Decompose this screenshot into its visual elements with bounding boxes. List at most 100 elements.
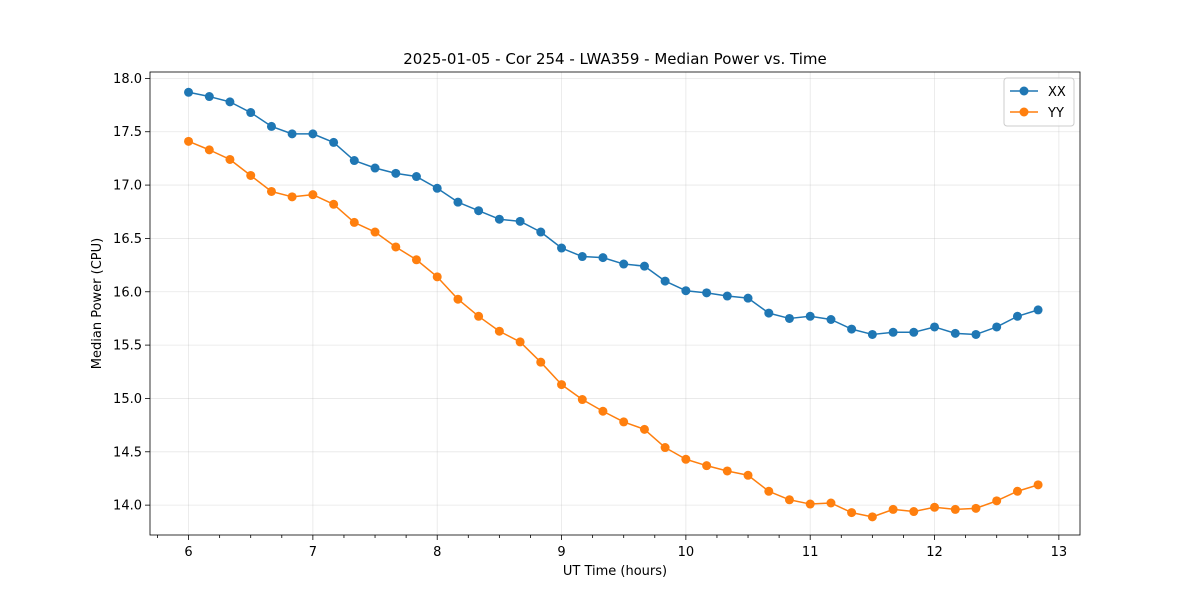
data-point-xx <box>329 137 339 147</box>
x-axis-label: UT Time (hours) <box>563 564 667 579</box>
data-point-xx <box>577 252 587 262</box>
axes-frame <box>149 71 1081 536</box>
data-point-xx <box>784 313 794 323</box>
data-point-yy <box>598 406 608 416</box>
data-point-yy <box>453 294 463 304</box>
data-point-yy <box>826 498 836 508</box>
y-tick-label: 18.0 <box>113 72 142 87</box>
data-point-yy <box>888 504 898 514</box>
x-tick-label: 8 <box>433 545 441 560</box>
data-point-yy <box>743 470 753 480</box>
y-tick-label: 16.0 <box>113 285 142 300</box>
data-point-yy <box>909 507 919 517</box>
data-point-yy <box>225 154 235 164</box>
data-point-xx <box>639 261 649 271</box>
data-point-yy <box>308 190 318 200</box>
y-tick-label: 16.5 <box>113 232 142 247</box>
legend-marker-yy <box>1019 107 1029 117</box>
x-tick-label: 11 <box>802 545 819 560</box>
data-point-yy <box>391 242 401 252</box>
data-point-yy <box>867 512 877 522</box>
data-point-xx <box>453 197 463 207</box>
data-point-yy <box>204 145 214 155</box>
data-point-xx <box>536 227 546 237</box>
data-point-xx <box>660 276 670 286</box>
data-point-yy <box>577 395 587 405</box>
data-point-xx <box>992 322 1002 332</box>
data-point-yy <box>474 311 484 321</box>
series-lines <box>184 87 1043 522</box>
data-point-xx <box>743 293 753 303</box>
data-point-xx <box>266 121 276 131</box>
data-point-yy <box>557 380 567 390</box>
data-point-xx <box>847 324 857 334</box>
data-point-xx <box>805 311 815 321</box>
chart-title: 2025-01-05 - Cor 254 - LWA359 - Median P… <box>403 50 827 68</box>
data-point-xx <box>867 329 877 339</box>
legend-marker-xx <box>1019 86 1029 96</box>
data-point-xx <box>619 259 629 269</box>
data-point-yy <box>619 417 629 427</box>
y-tick-label: 17.5 <box>113 125 142 140</box>
data-point-xx <box>349 156 359 166</box>
data-point-yy <box>702 461 712 471</box>
data-point-xx <box>225 97 235 107</box>
x-tick-label: 7 <box>309 545 317 560</box>
data-point-yy <box>370 227 380 237</box>
data-point-yy <box>784 495 794 505</box>
data-point-xx <box>888 327 898 337</box>
data-point-yy <box>515 337 525 347</box>
data-point-yy <box>494 326 504 336</box>
data-point-yy <box>930 502 940 512</box>
data-point-yy <box>950 504 960 514</box>
data-point-xx <box>702 288 712 298</box>
data-point-xx <box>287 129 297 139</box>
data-point-xx <box>909 327 919 337</box>
data-point-xx <box>391 168 401 178</box>
data-point-xx <box>764 308 774 318</box>
data-point-xx <box>557 243 567 253</box>
y-axis-label: Median Power (CPU) <box>90 238 105 369</box>
data-point-yy <box>847 508 857 518</box>
data-point-yy <box>805 499 815 509</box>
grid <box>150 72 1080 535</box>
data-point-yy <box>246 170 256 180</box>
data-point-xx <box>370 163 380 173</box>
data-point-xx <box>1012 311 1022 321</box>
data-point-yy <box>764 486 774 496</box>
data-point-yy <box>411 255 421 265</box>
data-point-xx <box>494 214 504 224</box>
data-point-yy <box>660 443 670 453</box>
data-point-xx <box>971 329 981 339</box>
data-point-yy <box>992 496 1002 506</box>
data-point-yy <box>184 136 194 146</box>
data-point-yy <box>432 272 442 282</box>
x-tick-label: 10 <box>678 545 695 560</box>
data-point-xx <box>308 129 318 139</box>
data-point-xx <box>246 108 256 118</box>
x-tick-label: 13 <box>1051 545 1068 560</box>
data-point-yy <box>681 454 691 464</box>
legend: XX YY <box>1003 77 1075 127</box>
y-tick-label: 14.0 <box>113 499 142 514</box>
x-tick-label: 9 <box>557 545 565 560</box>
data-point-xx <box>681 286 691 296</box>
y-tick-label: 15.5 <box>113 339 142 354</box>
data-point-xx <box>474 206 484 216</box>
y-tick-label: 14.5 <box>113 445 142 460</box>
data-point-xx <box>432 183 442 193</box>
data-point-yy <box>349 217 359 227</box>
data-point-xx <box>1033 305 1043 315</box>
x-tick-label: 6 <box>184 545 192 560</box>
data-point-xx <box>826 315 836 324</box>
axis-ticks: 6 7 8 9 10 11 12 13 14.0 14.5 15.0 15.5 16.0 16.5 17.0… <box>113 72 1067 560</box>
data-point-yy <box>536 357 546 367</box>
legend-label-yy: YY <box>1047 106 1064 121</box>
legend-label-xx: XX <box>1048 85 1066 100</box>
data-point-xx <box>184 87 194 97</box>
data-point-yy <box>1012 486 1022 496</box>
data-point-xx <box>515 216 525 226</box>
data-point-yy <box>287 192 297 202</box>
